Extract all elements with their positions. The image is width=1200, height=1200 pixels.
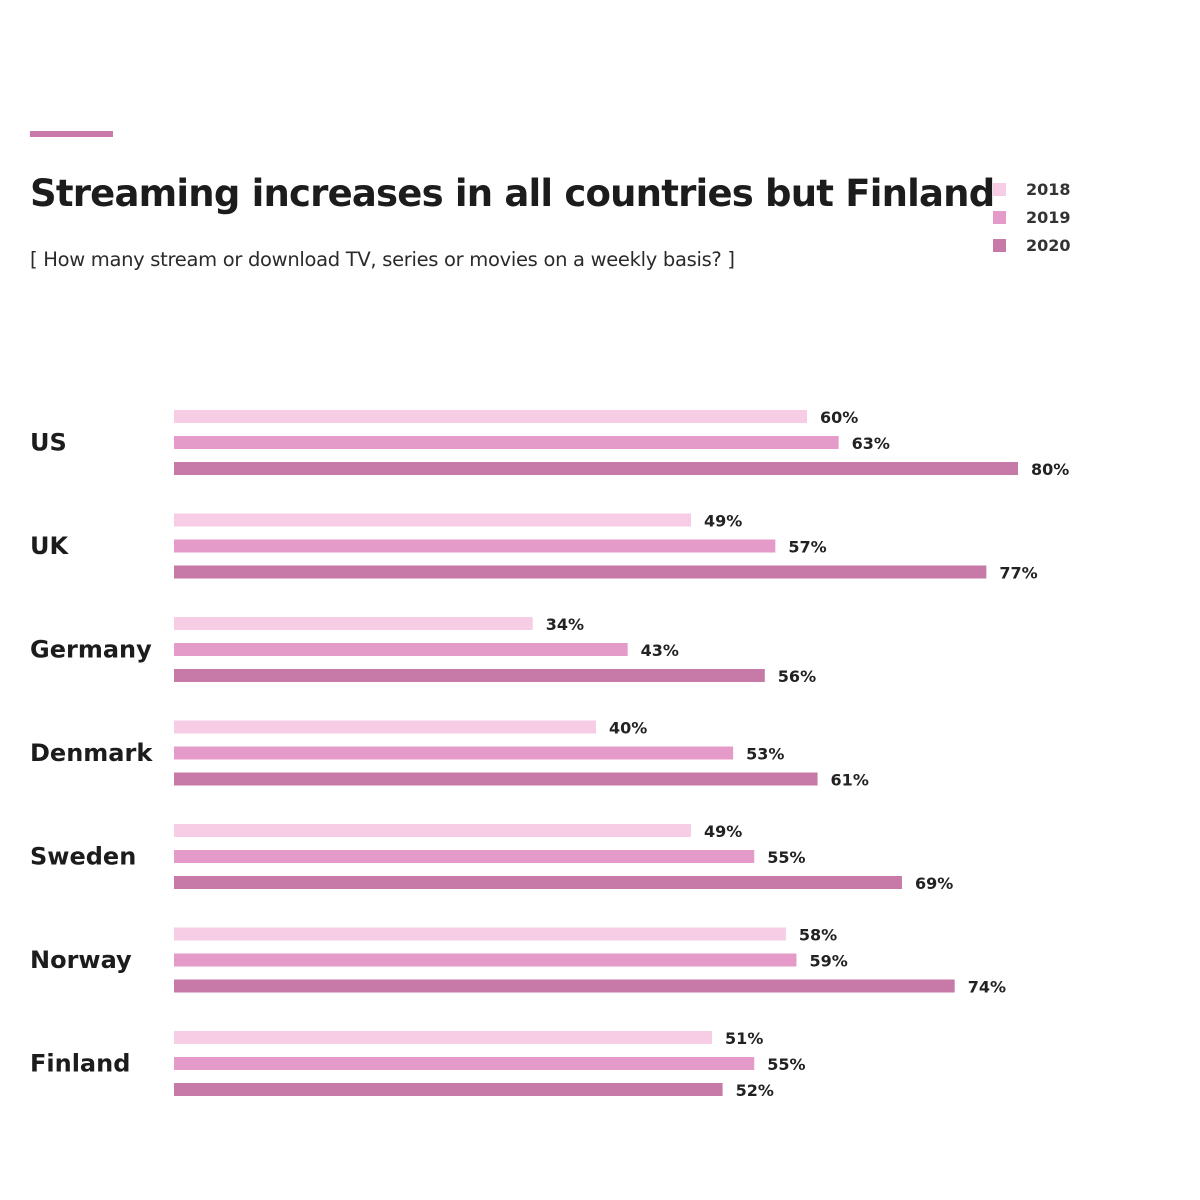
value-label-denmark-2019: 53% xyxy=(746,745,784,764)
bar-uk-2020 xyxy=(174,565,987,579)
legend-swatch-2019 xyxy=(993,210,1006,224)
bar-finland-2019 xyxy=(174,1057,755,1070)
bar-denmark-2020 xyxy=(174,772,818,786)
category-label-us: US xyxy=(30,429,67,457)
bar-norway-2020 xyxy=(174,979,955,993)
bar-sweden-2020 xyxy=(174,876,902,889)
legend-swatch-2018 xyxy=(993,182,1006,196)
bar-us-2019 xyxy=(174,436,839,449)
value-label-finland-2020: 52% xyxy=(736,1081,774,1100)
legend-item-2019: 2019 xyxy=(993,203,1071,231)
bar-us-2020 xyxy=(174,462,1018,475)
value-label-finland-2018: 51% xyxy=(725,1029,763,1048)
category-label-uk: UK xyxy=(30,532,69,560)
chart-title: Streaming increases in all countries but… xyxy=(30,172,995,215)
value-label-norway-2018: 58% xyxy=(799,926,837,945)
bar-germany-2018 xyxy=(174,617,533,630)
value-label-uk-2020: 77% xyxy=(999,564,1037,583)
value-label-sweden-2020: 69% xyxy=(915,874,953,893)
value-label-finland-2019: 55% xyxy=(767,1055,805,1074)
bar-finland-2018 xyxy=(174,1031,713,1044)
legend-label-2019: 2019 xyxy=(1026,207,1071,227)
value-label-uk-2019: 57% xyxy=(788,538,826,557)
legend-label-2020: 2020 xyxy=(1026,235,1071,255)
value-label-norway-2019: 59% xyxy=(809,952,847,971)
accent-bar xyxy=(30,131,113,137)
chart-subtitle: [ How many stream or download TV, series… xyxy=(30,248,735,271)
value-label-us-2020: 80% xyxy=(1031,460,1069,479)
bar-denmark-2019 xyxy=(174,746,734,760)
bar-norway-2018 xyxy=(174,927,786,941)
bar-us-2018 xyxy=(174,410,807,423)
bar-finland-2020 xyxy=(174,1083,723,1096)
category-label-finland: Finland xyxy=(30,1050,130,1078)
legend-swatch-2020 xyxy=(993,238,1006,252)
category-label-norway: Norway xyxy=(30,946,132,974)
bar-germany-2019 xyxy=(174,643,628,656)
category-label-germany: Germany xyxy=(30,636,152,664)
value-label-denmark-2018: 40% xyxy=(609,719,647,738)
bar-sweden-2018 xyxy=(174,824,691,837)
value-label-germany-2018: 34% xyxy=(546,615,584,634)
category-label-sweden: Sweden xyxy=(30,843,136,871)
value-label-norway-2020: 74% xyxy=(968,978,1006,997)
bar-norway-2019 xyxy=(174,953,797,967)
value-label-denmark-2020: 61% xyxy=(831,771,869,790)
bar-sweden-2019 xyxy=(174,850,755,863)
bar-denmark-2018 xyxy=(174,720,596,734)
value-label-sweden-2019: 55% xyxy=(767,848,805,867)
legend-item-2020: 2020 xyxy=(993,231,1071,259)
value-label-uk-2018: 49% xyxy=(704,512,742,531)
value-label-germany-2019: 43% xyxy=(641,641,679,660)
value-label-us-2019: 63% xyxy=(852,434,890,453)
bar-uk-2018 xyxy=(174,513,691,527)
bar-uk-2019 xyxy=(174,539,776,553)
value-label-us-2018: 60% xyxy=(820,408,858,427)
legend: 2018 2019 2020 xyxy=(993,175,1071,259)
bar-germany-2020 xyxy=(174,669,765,682)
legend-label-2018: 2018 xyxy=(1026,179,1071,199)
legend-item-2018: 2018 xyxy=(993,175,1071,203)
value-label-sweden-2018: 49% xyxy=(704,822,742,841)
category-label-denmark: Denmark xyxy=(30,739,153,767)
value-label-germany-2020: 56% xyxy=(778,667,816,686)
